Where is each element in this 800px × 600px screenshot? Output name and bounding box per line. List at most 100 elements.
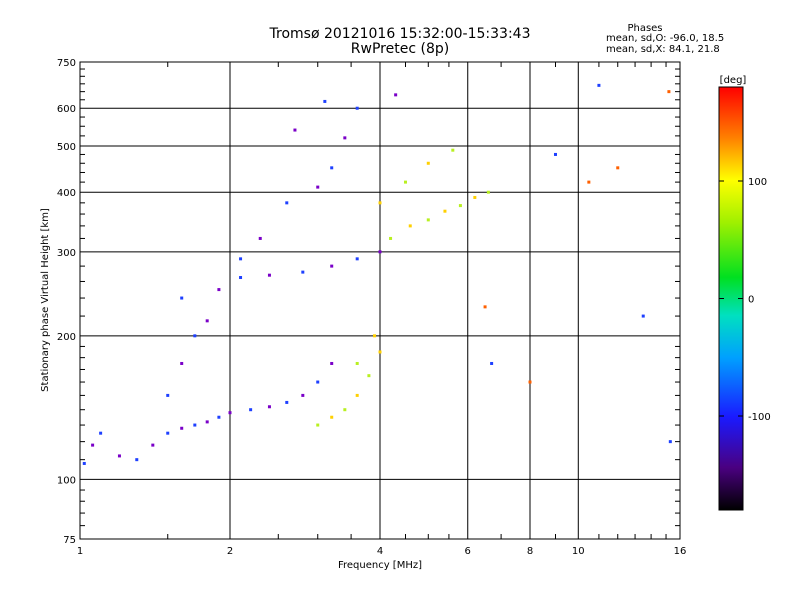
data-point [458, 204, 462, 208]
data-point [228, 411, 232, 415]
data-point [330, 264, 334, 268]
phases-title: Phases [627, 23, 663, 34]
x-tick-label: 16 [674, 546, 687, 557]
data-point [135, 458, 139, 462]
chart-title: Tromsø 20121016 15:32:00-15:33:43 [269, 26, 531, 42]
data-point [193, 334, 197, 338]
x-axis-label: Frequency [MHz] [338, 560, 422, 571]
data-point [239, 257, 243, 261]
data-point [451, 148, 455, 152]
data-point [267, 405, 271, 409]
data-point [616, 166, 620, 170]
data-point [330, 166, 334, 170]
y-tick-label: 750 [57, 58, 76, 69]
data-point [553, 152, 557, 156]
data-point [316, 185, 320, 189]
data-point [389, 236, 393, 240]
y-axis-ticks: 75 100 200 300 400 500 600 750 [57, 58, 680, 546]
data-point [641, 314, 645, 318]
x-tick-label: 6 [465, 546, 471, 557]
y-tick-label: 100 [57, 475, 76, 486]
data-point [82, 461, 86, 465]
data-point [403, 180, 407, 184]
data-point [267, 273, 271, 277]
data-point [597, 83, 601, 87]
data-point [668, 440, 672, 444]
x-tick-label: 10 [572, 546, 585, 557]
data-point [117, 454, 121, 458]
data-point [301, 270, 305, 274]
data-point [408, 224, 412, 228]
data-point [239, 276, 243, 280]
data-point [355, 361, 359, 365]
y-tick-label: 75 [63, 535, 76, 546]
data-point [217, 288, 221, 292]
data-point [490, 361, 494, 365]
phase-x-stats: mean, sd,X: 84.1, 21.8 [606, 44, 720, 55]
data-point [217, 415, 221, 419]
data-point [343, 408, 347, 412]
data-point [316, 423, 320, 427]
data-point [193, 423, 197, 427]
data-point [483, 305, 487, 309]
y-tick-label: 400 [57, 188, 76, 199]
y-tick-label: 200 [57, 332, 76, 343]
data-point [180, 361, 184, 365]
data-point [166, 393, 170, 397]
colorbar-tick-label: 0 [748, 295, 754, 306]
data-point [486, 190, 490, 194]
y-axis-label: Stationary phase Virtual Height [km] [40, 208, 51, 392]
data-point [151, 443, 155, 447]
data-point [426, 161, 430, 165]
data-point [323, 99, 327, 103]
y-tick-label: 500 [57, 142, 76, 153]
colorbar-ticks: 100 0 -100 [719, 177, 771, 423]
data-point [293, 128, 297, 132]
colorbar-tick-label: 100 [748, 177, 767, 188]
data-point [285, 201, 289, 205]
grid-lines [80, 62, 680, 539]
data-point [343, 136, 347, 140]
data-point [285, 400, 289, 404]
data-point [91, 443, 95, 447]
data-point [330, 415, 334, 419]
data-point [180, 426, 184, 430]
data-point [180, 296, 184, 300]
x-tick-label: 2 [227, 546, 233, 557]
y-tick-label: 300 [57, 248, 76, 259]
data-point [473, 195, 477, 199]
data-point [316, 380, 320, 384]
data-point [99, 431, 103, 435]
data-point [330, 361, 334, 365]
data-point [258, 236, 262, 240]
data-point [355, 393, 359, 397]
data-point [378, 350, 382, 354]
data-point [249, 408, 253, 412]
data-point [443, 209, 447, 213]
y-tick-label: 600 [57, 104, 76, 115]
chart-subtitle: RwPretec (8p) [350, 41, 450, 57]
data-point [667, 90, 671, 94]
data-point [166, 431, 170, 435]
x-tick-label: 8 [527, 546, 533, 557]
phase-o-stats: mean, sd,O: -96.0, 18.5 [606, 33, 725, 44]
data-point [301, 393, 305, 397]
data-point [587, 180, 591, 184]
plot-frame [79, 61, 681, 540]
data-point [394, 93, 398, 97]
x-axis-ticks: 1 2 4 6 8 10 16 [77, 62, 687, 557]
data-point [373, 334, 377, 338]
data-points [82, 83, 672, 465]
data-point [426, 218, 430, 222]
data-point [205, 420, 209, 424]
x-tick-label: 4 [377, 546, 383, 557]
colorbar-label: [deg] [720, 75, 747, 86]
data-point [528, 380, 532, 384]
data-point [367, 374, 371, 378]
data-point [205, 319, 209, 323]
data-point [378, 250, 382, 254]
colorbar-tick-label: -100 [748, 412, 771, 423]
data-point [355, 257, 359, 261]
data-point [355, 106, 359, 110]
